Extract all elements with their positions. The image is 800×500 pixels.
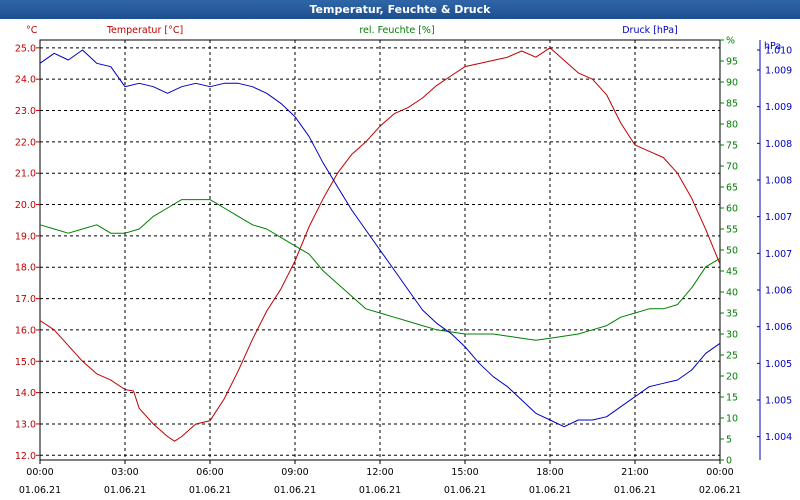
humidity-tick-label: 45: [726, 267, 738, 278]
pressure-tick-label: 1.009: [765, 102, 792, 113]
temperature-tick-label: 23.0: [15, 106, 36, 117]
chart-title: Temperatur, Feuchte & Druck: [309, 3, 491, 16]
humidity-tick-label: 25: [726, 351, 738, 362]
pressure-tick-label: 1.007: [765, 212, 792, 223]
pressure-tick-label: 1.008: [765, 139, 792, 150]
temperature-tick-label: 15.0: [15, 357, 36, 368]
temperature-tick-label: 16.0: [15, 325, 36, 336]
temperature-tick-label: 24.0: [15, 75, 36, 86]
x-tick-date: 01.06.21: [104, 485, 146, 496]
chart-canvas: 00:00 01.06.21 03:00 01.06.21 06:00 01.06.21 0…: [0, 19, 800, 500]
humidity-tick-label: 35: [726, 309, 738, 320]
x-tick-date: 01.06.21: [614, 485, 656, 496]
temperature-tick-label: 13.0: [15, 419, 36, 430]
humidity-tick-label: 30: [726, 330, 738, 341]
humidity-tick-label: 95: [726, 57, 738, 68]
pressure-tick-label: 1.009: [765, 66, 792, 77]
pressure-tick-label: 1.004: [765, 432, 792, 443]
series-lines: [39, 47, 721, 442]
chart-title-bar: Temperatur, Feuchte & Druck: [0, 0, 800, 19]
temperature-unit: °C: [26, 25, 38, 36]
x-tick-date: 01.06.21: [359, 485, 401, 496]
x-tick-date: 02.06.21: [699, 485, 741, 496]
humidity-tick-label: %: [726, 36, 735, 47]
x-tick-time: 12:00: [366, 467, 393, 478]
temperature-tick-label: 12.0: [15, 451, 36, 462]
pressure-tick-label: 1.007: [765, 249, 792, 260]
humidity-tick-label: 50: [726, 246, 738, 257]
temperature-axis-title: Temperatur [°C]: [106, 25, 183, 36]
pressure-unit: hPa: [764, 41, 781, 52]
humidity-tick-label: 10: [726, 414, 738, 425]
x-tick-date: 01.06.21: [19, 485, 61, 496]
temperature-tick-label: 14.0: [15, 388, 36, 399]
pressure-axis-title: Druck [hPa]: [622, 25, 678, 36]
humidity-line: [39, 199, 721, 341]
humidity-tick-label: 55: [726, 225, 738, 236]
x-tick-date: 01.06.21: [529, 485, 571, 496]
temperature-tick-label: 18.0: [15, 263, 36, 274]
humidity-tick-label: 85: [726, 99, 738, 110]
temperature-tick-label: 25.0: [15, 43, 36, 54]
x-tick-time: 09:00: [281, 467, 308, 478]
humidity-tick-label: 65: [726, 183, 738, 194]
temperature-tick-label: 19.0: [15, 231, 36, 242]
chart-background: [0, 19, 800, 500]
humidity-tick-label: 15: [726, 393, 738, 404]
pressure-tick-label: 1.006: [765, 322, 792, 333]
humidity-tick-label: 0: [726, 456, 732, 467]
humidity-axis-title: rel. Feuchte [%]: [359, 25, 434, 36]
pressure-tick-label: 1.005: [765, 359, 792, 370]
humidity-tick-label: 5: [726, 435, 732, 446]
x-tick-time: 00:00: [706, 467, 733, 478]
x-tick-time: 00:00: [26, 467, 53, 478]
temperature-tick-label: 21.0: [15, 169, 36, 180]
pressure-tick-label: 1.010: [765, 46, 792, 57]
humidity-tick-label: 40: [726, 288, 738, 299]
x-tick-time: 03:00: [111, 467, 138, 478]
x-tick-time: 06:00: [196, 467, 223, 478]
pressure-tick-label: 1.006: [765, 286, 792, 297]
humidity-tick-label: 60: [726, 204, 738, 215]
humidity-tick-label: 90: [726, 78, 738, 89]
humidity-tick-label: 20: [726, 372, 738, 383]
humidity-tick-label: 70: [726, 162, 738, 173]
pressure-line: [39, 49, 721, 428]
humidity-tick-label: 75: [726, 141, 738, 152]
pressure-tick-label: 1.005: [765, 396, 792, 407]
x-tick-time: 21:00: [621, 467, 648, 478]
temperature-tick-label: 22.0: [15, 137, 36, 148]
x-tick-date: 01.06.21: [189, 485, 231, 496]
temperature-tick-label: 20.0: [15, 200, 36, 211]
x-tick-time: 18:00: [536, 467, 563, 478]
axis-labels: 00:00 01.06.21 03:00 01.06.21 06:00 01.06.21 0…: [15, 25, 792, 496]
x-tick-date: 01.06.21: [444, 485, 486, 496]
x-tick-time: 15:00: [451, 467, 478, 478]
humidity-tick-label: 80: [726, 120, 738, 131]
temperature-tick-label: 17.0: [15, 294, 36, 305]
pressure-tick-label: 1.008: [765, 176, 792, 187]
x-tick-date: 01.06.21: [274, 485, 316, 496]
temperature-line: [39, 47, 721, 442]
